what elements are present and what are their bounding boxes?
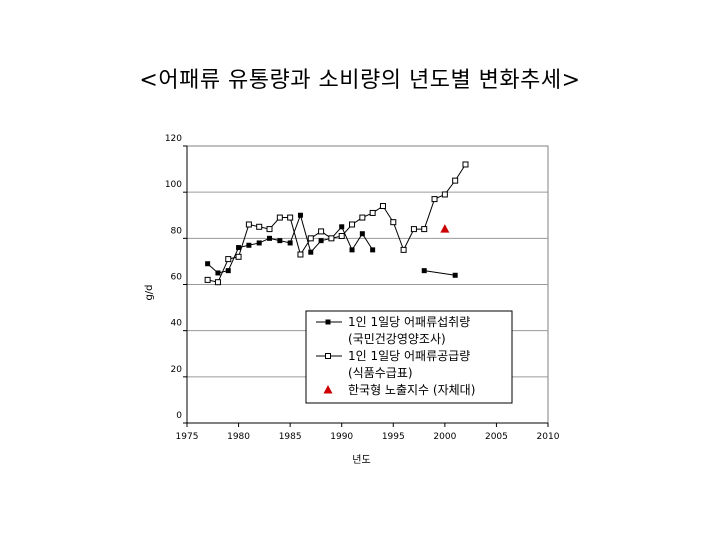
x-axis-title: 년도 [352,454,370,466]
data-point [236,245,242,251]
legend-label: (국민건강영양조사) [348,332,446,346]
data-point [245,221,252,228]
data-point [308,249,314,255]
legend-label: (식품수급표) [348,366,413,380]
x-tick-label: 1985 [279,432,302,442]
data-point [452,177,459,184]
y-tick-label: 20 [171,365,183,375]
data-point [256,240,262,246]
legend-marker [325,353,331,359]
data-point [328,235,335,242]
data-point [287,214,294,221]
data-point [359,231,365,237]
data-point [421,268,427,274]
data-point [246,242,252,248]
data-point [379,203,386,210]
data-point [297,251,304,258]
data-point [349,221,356,228]
legend-label: 1인 1일당 어패류섭취량 [348,315,470,329]
series-3 [440,224,450,233]
data-point [462,161,469,168]
series-1-line [424,270,456,276]
data-point [400,246,407,253]
data-point [339,224,345,230]
x-tick-label: 2010 [537,432,560,442]
data-point [441,191,448,198]
y-tick-label: 100 [165,180,182,190]
y-tick-label: 60 [171,273,183,283]
legend-marker [325,319,331,325]
y-tick-label: 40 [171,319,183,329]
legend-box [305,310,513,404]
data-point [318,238,324,244]
data-point [276,214,283,221]
data-point [287,240,293,246]
data-point [266,226,273,233]
data-point [205,261,211,267]
data-point [225,268,231,274]
data-point [277,238,283,244]
x-tick-label: 1990 [330,432,353,442]
legend-marker [323,385,333,394]
y-tick-label: 80 [171,226,183,236]
data-point [318,228,325,235]
data-point [235,253,242,260]
data-point [225,256,232,263]
y-tick-label: 0 [176,411,182,421]
series-1 [205,212,458,278]
data-point [349,247,355,253]
data-point [421,226,428,233]
data-point [204,276,211,283]
x-tick-label: 1980 [227,432,250,442]
data-point [307,235,314,242]
data-point [452,272,458,278]
data-point [440,224,450,233]
data-point [370,247,376,253]
legend-label: 한국형 노출지수 (자체대) [348,383,475,397]
data-point [297,212,303,218]
series-2 [204,161,469,286]
x-tick-label: 2005 [485,432,508,442]
legend-label: 1인 1일당 어패류공급량 [348,349,470,363]
data-point [214,279,221,286]
x-tick-label: 1995 [382,432,405,442]
data-point [338,233,345,240]
data-point [431,196,438,203]
data-point [267,235,273,241]
x-tick-label: 2000 [433,432,456,442]
data-point [359,214,366,221]
slide-title: <어패류 유통량과 소비량의 년도별 변화추세> [139,68,581,93]
data-point [215,270,221,276]
data-point [369,209,376,216]
data-point [256,223,263,230]
data-point [410,226,417,233]
y-tick-label: 120 [165,134,182,144]
data-point [390,219,397,226]
x-tick-label: 1975 [176,432,199,442]
y-axis-title: g/d [144,284,155,300]
